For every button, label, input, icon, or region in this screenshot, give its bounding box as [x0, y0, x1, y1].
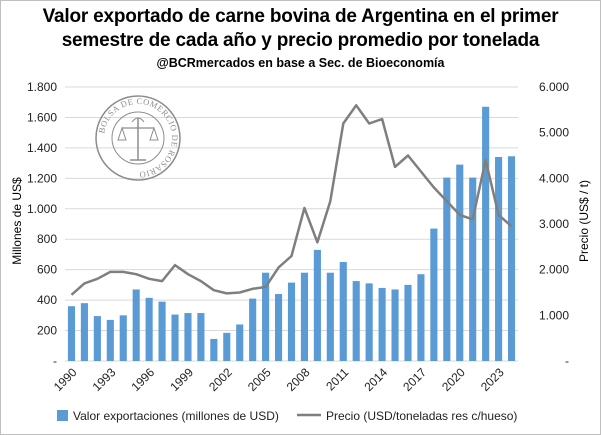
legend-bar-swatch	[57, 410, 68, 421]
y-right-tick-label: 3.000	[539, 217, 569, 231]
bar-1996	[145, 297, 153, 361]
bar-2023	[495, 157, 503, 361]
x-tick-label: 2011	[323, 365, 351, 393]
y-left-tick-label: 1.600	[27, 110, 57, 124]
bar-1993	[106, 319, 114, 361]
x-tick-label: 2023	[478, 365, 507, 394]
legend-line-label: Precio (USD/toneladas res c/hueso)	[326, 409, 517, 423]
bar-1992	[93, 316, 101, 361]
price-line	[70, 104, 513, 296]
y-right-tick-label: 1.000	[539, 308, 569, 322]
bar-2014	[378, 287, 386, 361]
chart-title-line-1: Valor exportado de carne bovina de Argen…	[42, 6, 559, 27]
bar-2021	[469, 177, 477, 361]
bar-2001	[210, 338, 218, 361]
x-tick-labels: 1990 1993 1996 1999 2002 2005 2008 2011 2014 2017…	[51, 365, 507, 394]
grid-lines	[65, 86, 518, 362]
bar-2002	[223, 332, 231, 361]
bar-2019	[443, 177, 451, 361]
y-right-tick-label: 4.000	[539, 171, 569, 185]
bar-2006	[274, 294, 283, 361]
y-left-tick-label: 1.000	[27, 202, 57, 216]
y-right-tick-labels: - 1.000 2.000 3.000 4.000 5.000 6.000	[539, 80, 569, 368]
legend-bar-label: Valor exportaciones (millones de USD)	[73, 409, 279, 423]
y-left-tick-labels: - 200 400 600 800 1.000 1.200 1.400 1.600 1.800	[27, 80, 57, 368]
y-right-tick-label: 2.000	[539, 263, 569, 277]
bar-2003	[236, 324, 244, 361]
x-tick-label: 2014	[361, 365, 390, 394]
bar-1991	[80, 303, 88, 361]
x-tick-label: 2005	[245, 365, 274, 394]
x-tick-label: 2008	[284, 365, 313, 394]
bar-2020	[456, 164, 464, 361]
y-left-tick-label: 1.200	[27, 171, 57, 185]
bar-1990	[67, 306, 76, 361]
x-tick-label: 1996	[128, 365, 157, 394]
bar-2010	[326, 272, 334, 361]
bar-1994	[119, 315, 127, 361]
x-tick-label: 1999	[167, 365, 196, 394]
bar-2004	[249, 298, 257, 361]
y-left-axis-label: Millones de US$	[10, 177, 24, 265]
y-left-tick-label: 600	[37, 263, 57, 277]
y-right-tick-label: -	[565, 354, 569, 368]
chart-title-line-2: semestre de cada año y precio promedio p…	[61, 30, 540, 51]
y-left-tick-label: 400	[37, 293, 57, 307]
y-left-tick-label: 1.400	[27, 141, 57, 155]
bar-2018	[430, 228, 438, 361]
x-tick-label: 1990	[51, 365, 80, 394]
bar-2009	[313, 249, 321, 361]
bar-2012	[352, 281, 360, 361]
bar-2013	[365, 283, 373, 361]
bcr-logo-watermark: BOLSA DE COMERCIO DE ROSARIO	[95, 95, 181, 181]
bar-1995	[132, 289, 140, 361]
y-left-tick-label: 1.800	[27, 80, 57, 94]
bar-1998	[171, 314, 179, 361]
bar-2017	[417, 274, 425, 361]
bar-2000	[197, 313, 205, 361]
y-right-tick-label: 6.000	[539, 80, 569, 94]
y-left-tick-label: -	[53, 354, 57, 368]
bar-1999	[184, 313, 192, 361]
y-left-tick-label: 800	[37, 232, 57, 246]
x-tick-label: 2002	[206, 365, 235, 394]
bar-2015	[391, 289, 399, 361]
bar-2011	[339, 262, 347, 361]
x-tick-label: 2017	[400, 365, 429, 394]
bar-series	[67, 106, 516, 362]
bar-2022	[482, 106, 490, 362]
y-right-axis-label: Precio (US$ / t)	[577, 180, 591, 262]
bar-2008	[300, 272, 309, 361]
x-tick-label: 2020	[439, 365, 468, 394]
bar-2016	[404, 284, 412, 361]
bar-1997	[158, 301, 166, 361]
chart-subtitle: @BCRmercados en base a Sec. de Bioeconom…	[156, 56, 445, 70]
x-tick-label: 1993	[90, 365, 119, 394]
legend: Valor exportaciones (millones de USD) Pr…	[57, 409, 517, 423]
bar-2024	[507, 156, 516, 361]
bar-2005	[262, 272, 270, 361]
bar-2007	[287, 282, 296, 361]
y-right-tick-label: 5.000	[539, 126, 569, 140]
y-left-tick-label: 200	[37, 324, 57, 338]
